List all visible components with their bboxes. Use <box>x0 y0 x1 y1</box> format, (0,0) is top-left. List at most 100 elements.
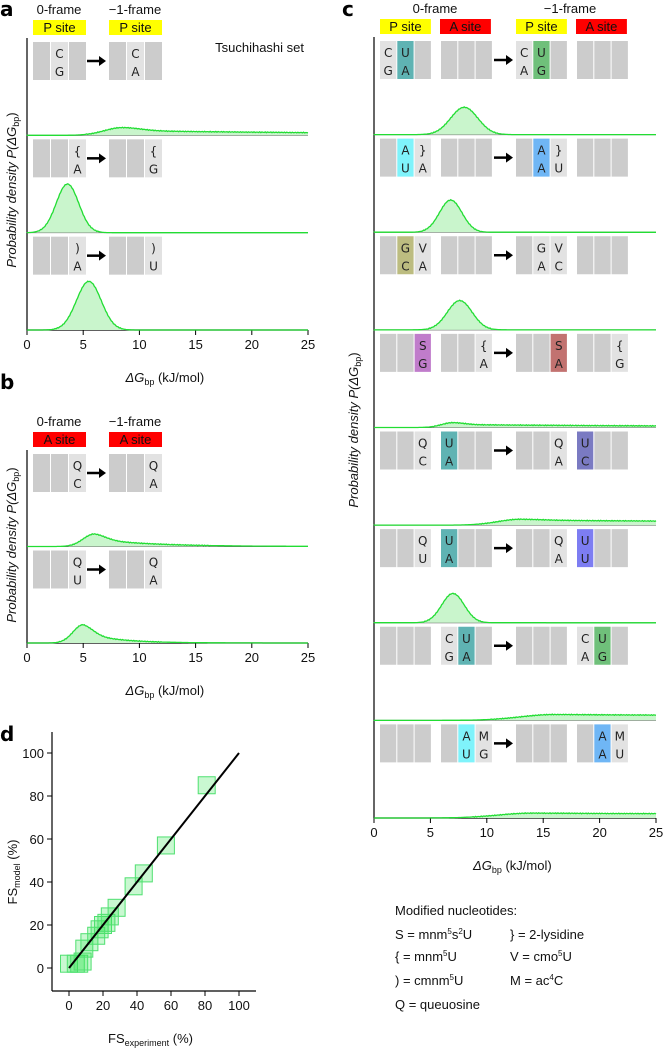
trna-base: V <box>555 241 564 255</box>
nucleotide-box <box>397 236 414 275</box>
site-label: A site <box>120 432 152 447</box>
x-tick-label: 15 <box>188 337 202 352</box>
mrna-base: A <box>149 477 158 491</box>
label-sub: bp <box>11 472 21 482</box>
nucleotide-box <box>397 626 414 665</box>
y-axis-label: FSmodel (%) <box>5 840 22 905</box>
x-tick-label: 10 <box>480 825 494 840</box>
density-area <box>374 593 656 623</box>
nucleotide-box <box>380 431 397 470</box>
trna-base: U <box>598 632 607 646</box>
trna-base: A <box>598 729 607 743</box>
nucleotide-box <box>458 626 475 665</box>
nucleotide-box <box>458 529 475 568</box>
nucleotide-box <box>533 724 550 763</box>
nucleotide-box <box>475 626 492 665</box>
trna-base: C <box>55 47 63 61</box>
nucleotide-box <box>611 41 628 79</box>
trna-base: U <box>401 46 410 60</box>
nucleotide-box <box>475 529 492 568</box>
panel-label: b <box>0 370 14 394</box>
site-bar-a-site <box>576 19 627 34</box>
nucleotide-box <box>109 454 126 492</box>
legend-sup: 4 <box>549 973 554 982</box>
legend-item: } = 2-lysidine <box>510 927 584 942</box>
site-bar-p-site <box>33 20 86 35</box>
density-area <box>27 281 308 330</box>
mrna-base: A <box>419 259 428 273</box>
legend-text: M = ac <box>510 973 550 988</box>
nucleotide-box <box>109 550 126 589</box>
panel-label: c <box>342 0 354 21</box>
trna-base: V <box>419 241 428 255</box>
nucleotide-box <box>577 333 594 372</box>
nucleotide-box <box>127 550 144 589</box>
x-axis-label: ΔGbp (kJ/mol) <box>125 370 205 387</box>
legend-item: V = cmo5U <box>510 949 572 964</box>
nucleotide-box <box>397 333 414 372</box>
density-curve <box>27 533 308 548</box>
trna-base: Q <box>149 556 158 570</box>
legend-text: Q = queuosine <box>395 997 480 1012</box>
label-unit: (kJ/mol) <box>154 370 204 385</box>
nucleotide-box <box>33 42 50 80</box>
site-bar-a-site <box>33 432 86 447</box>
nucleotide-box <box>594 431 611 470</box>
mrna-base: A <box>73 260 82 274</box>
nucleotide-box <box>33 139 50 178</box>
mrna-base: A <box>520 64 529 78</box>
legend-text: V = cmo <box>510 949 558 964</box>
nucleotide-box <box>145 550 162 589</box>
nucleotide-box <box>145 139 162 178</box>
nucleotide-box <box>397 41 414 79</box>
mrna-base: A <box>445 552 454 566</box>
mrna-base: G <box>479 747 488 761</box>
nucleotide-box <box>414 431 431 470</box>
mrna-base: A <box>537 162 546 176</box>
trna-base: Q <box>418 534 427 548</box>
nucleotide-box <box>475 236 492 275</box>
site-bar-a-site <box>440 19 491 34</box>
nucleotide-box <box>594 333 611 372</box>
nucleotide-box <box>414 138 431 177</box>
mrna-base: A <box>401 64 410 78</box>
legend-item: M = ac4C <box>510 973 563 988</box>
trna-base: U <box>581 437 590 451</box>
site-label: P site <box>43 20 75 35</box>
density-curve <box>374 812 657 819</box>
arrow-head-icon <box>506 738 513 749</box>
legend-text: U <box>448 949 457 964</box>
legend-sup: 5 <box>447 927 452 936</box>
trna-base: ) <box>151 242 156 256</box>
label-sub: experiment <box>125 1038 170 1048</box>
density-area <box>374 518 656 526</box>
nucleotide-box <box>516 529 533 568</box>
label-unit: (kJ/mol) <box>154 683 204 698</box>
nucleotide-box <box>69 139 86 178</box>
label-sub: bp <box>492 865 502 875</box>
site-label: P site <box>525 19 557 34</box>
nucleotide-box <box>397 431 414 470</box>
nucleotide-box <box>611 431 628 470</box>
nucleotide-box <box>441 431 458 470</box>
trna-base: C <box>384 46 392 60</box>
mrna-base: G <box>537 64 546 78</box>
density-curve <box>373 518 657 526</box>
x-axis-label: ΔGbp (kJ/mol) <box>472 858 552 875</box>
label-main: ΔG <box>472 858 492 873</box>
legend-item: Q = queuosine <box>395 997 480 1012</box>
nucleotide-box <box>611 333 628 372</box>
trna-base: U <box>537 46 546 60</box>
y-tick-label: 40 <box>30 875 44 890</box>
arrow-head-icon <box>506 55 513 65</box>
x-tick-label: 0 <box>23 337 30 352</box>
mrna-base: G <box>55 65 64 79</box>
nucleotide-box <box>458 138 475 177</box>
density-curve <box>373 198 656 233</box>
nucleotide-box <box>127 139 144 178</box>
nucleotide-box <box>594 138 611 177</box>
